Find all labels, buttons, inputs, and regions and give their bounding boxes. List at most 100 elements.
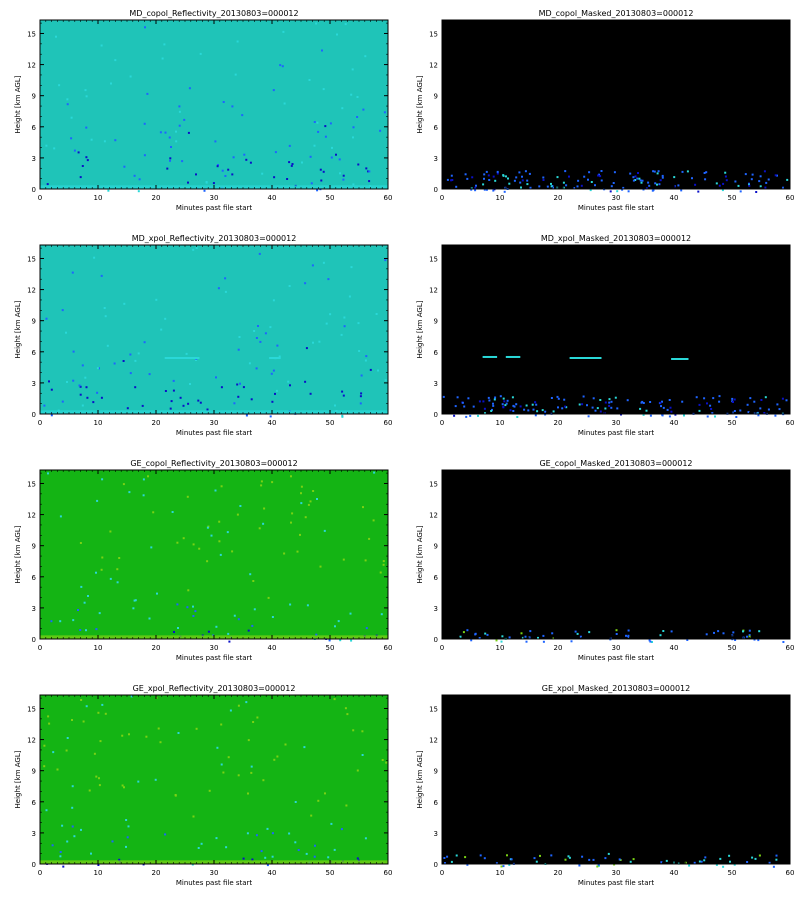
y-axis-label: Height [km AGL] [416,750,424,808]
x-tick-label: 40 [670,869,679,877]
y-tick-label: 6 [32,574,37,582]
y-tick-label: 12 [27,512,36,520]
plot-background [442,470,790,639]
y-tick-label: 9 [434,543,438,551]
y-axis-label: Height [km AGL] [14,300,22,358]
y-tick-label: 0 [32,186,36,194]
x-tick-label: 10 [496,194,505,202]
y-tick-label: 9 [32,318,36,326]
y-tick-label: 9 [32,543,36,551]
x-tick-label: 0 [440,194,444,202]
y-tick-label: 12 [429,512,438,520]
x-tick-label: 60 [384,419,393,427]
chart-panel-5: GE_copol_Reflectivity_20130803=000012 0 10… [14,459,392,662]
x-tick-label: 30 [210,644,219,652]
y-tick-label: 12 [429,737,438,745]
y-tick-label: 15 [429,255,438,263]
x-tick-label: 60 [786,644,795,652]
y-tick-label: 3 [32,605,36,613]
x-axis-label: Minutes past file start [578,429,655,437]
chart-title: GE_copol_Reflectivity_20130803=000012 [130,459,297,468]
y-tick-label: 0 [32,636,36,644]
x-tick-label: 60 [786,194,795,202]
chart-title: MD_xpol_Reflectivity_20130803=000012 [132,234,297,243]
y-tick-label: 6 [434,799,439,807]
x-tick-label: 0 [38,644,42,652]
x-tick-label: 40 [268,644,277,652]
x-tick-label: 60 [384,869,393,877]
y-axis-label: Height [km AGL] [416,525,424,583]
x-tick-label: 50 [326,644,335,652]
x-tick-label: 10 [496,644,505,652]
plot-background [442,695,790,864]
y-tick-label: 9 [434,768,438,776]
y-tick-label: 0 [434,411,438,419]
x-tick-label: 0 [38,419,42,427]
y-tick-label: 6 [32,124,37,132]
x-tick-label: 0 [440,869,444,877]
y-tick-label: 12 [429,287,438,295]
x-tick-label: 0 [440,644,444,652]
x-tick-label: 30 [210,194,219,202]
y-tick-label: 6 [32,799,37,807]
x-tick-label: 30 [612,419,621,427]
y-axis-label: Height [km AGL] [14,525,22,583]
chart-title: GE_xpol_Masked_20130803=000012 [542,684,690,693]
plot-background [442,20,790,189]
x-tick-label: 20 [152,869,161,877]
y-tick-label: 6 [434,349,439,357]
chart-title: MD_copol_Reflectivity_20130803=000012 [129,9,298,18]
x-tick-label: 50 [728,194,737,202]
y-tick-label: 6 [434,574,439,582]
y-tick-label: 3 [434,155,438,163]
x-tick-label: 10 [496,419,505,427]
chart-title: GE_xpol_Reflectivity_20130803=000012 [133,684,296,693]
x-tick-label: 40 [670,194,679,202]
x-tick-label: 20 [554,869,563,877]
plot-background [40,470,388,639]
x-axis-label: Minutes past file start [176,429,253,437]
y-tick-label: 15 [27,255,36,263]
y-axis-label: Height [km AGL] [14,750,22,808]
chart-panel-3: MD_xpol_Reflectivity_20130803=000012 0 10 2… [14,234,392,437]
y-tick-label: 0 [32,861,36,869]
x-tick-label: 20 [152,644,161,652]
heatmap-texture [446,170,789,193]
y-tick-label: 0 [434,186,438,194]
y-tick-label: 3 [32,830,36,838]
y-tick-label: 15 [27,480,36,488]
x-axis-label: Minutes past file start [578,204,655,212]
plot-background [40,245,388,414]
plot-background [40,695,388,864]
x-tick-label: 10 [94,194,103,202]
chart-title: GE_copol_Masked_20130803=000012 [539,459,692,468]
y-axis-label: Height [km AGL] [416,75,424,133]
x-tick-label: 20 [554,419,563,427]
x-tick-label: 40 [268,194,277,202]
x-tick-label: 30 [612,644,621,652]
y-tick-label: 15 [429,705,438,713]
x-tick-label: 60 [786,869,795,877]
x-tick-label: 50 [728,419,737,427]
y-tick-label: 12 [429,62,438,70]
chart-title: MD_xpol_Masked_20130803=000012 [541,234,691,243]
x-axis-label: Minutes past file start [578,879,655,887]
y-tick-label: 15 [27,30,36,38]
x-tick-label: 50 [326,194,335,202]
x-tick-label: 40 [670,419,679,427]
x-axis-label: Minutes past file start [176,204,253,212]
x-tick-label: 30 [612,869,621,877]
heatmap-texture [47,471,385,643]
plot-background [40,20,388,189]
y-tick-label: 15 [429,30,438,38]
x-tick-label: 0 [38,869,42,877]
x-tick-label: 40 [670,644,679,652]
x-tick-label: 20 [152,194,161,202]
x-tick-label: 10 [94,419,103,427]
y-axis-label: Height [km AGL] [14,75,22,133]
x-axis-label: Minutes past file start [578,654,655,662]
x-tick-label: 30 [210,869,219,877]
y-tick-label: 3 [434,380,438,388]
